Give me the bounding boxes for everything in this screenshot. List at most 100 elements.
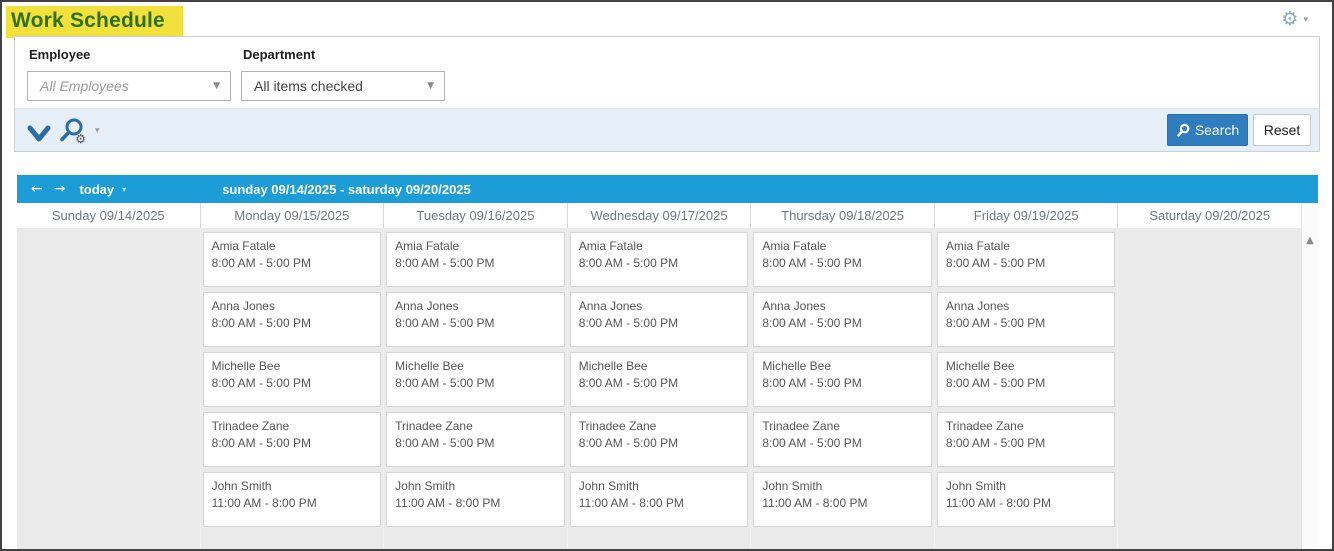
schedule-event[interactable]: Amia Fatale 8:00 AM - 5:00 PM xyxy=(753,232,932,287)
schedule-event[interactable]: John Smith 11:00 AM - 8:00 PM xyxy=(202,472,382,527)
schedule-event[interactable]: John Smith 11:00 AM - 8:00 PM xyxy=(386,472,565,527)
schedule-event[interactable]: Trinadee Zane 8:00 AM - 5:00 PM xyxy=(202,412,382,467)
scheduler-grid: Sunday 09/14/2025 Monday 09/15/2025 Tuesda… xyxy=(17,203,1301,549)
event-employee-name: Anna Jones xyxy=(578,299,643,313)
event-time-range: 8:00 AM - 5:00 PM xyxy=(762,256,862,270)
schedule-event[interactable]: Anna Jones 8:00 AM - 5:00 PM xyxy=(569,292,749,347)
schedule-event[interactable]: Anna Jones 8:00 AM - 5:00 PM xyxy=(753,292,932,347)
settings-caret-icon[interactable]: ▾ xyxy=(1303,14,1308,25)
schedule-event[interactable]: Trinadee Zane 8:00 AM - 5:00 PM xyxy=(386,412,565,467)
event-time-range: 11:00 AM - 8:00 PM xyxy=(578,496,684,510)
day-header: Wednesday 09/17/2025 xyxy=(568,203,752,228)
schedule-event[interactable]: Michelle Bee 8:00 AM - 5:00 PM xyxy=(569,352,749,407)
event-employee-name: Amia Fatale xyxy=(945,239,1010,253)
schedule-event[interactable]: John Smith 11:00 AM - 8:00 PM xyxy=(753,472,932,527)
today-caret-icon: ▾ xyxy=(122,184,127,194)
event-employee-name: Trinadee Zane xyxy=(945,419,1024,433)
event-time-range: 11:00 AM - 8:00 PM xyxy=(395,496,501,510)
title-highlight: Work Schedule xyxy=(6,6,183,38)
day-header: Friday 09/19/2025 xyxy=(935,203,1119,228)
day-headers: Sunday 09/14/2025 Monday 09/15/2025 Tuesda… xyxy=(17,203,1301,228)
event-time-range: 8:00 AM - 5:00 PM xyxy=(211,256,311,270)
schedule-event[interactable]: Michelle Bee 8:00 AM - 5:00 PM xyxy=(386,352,565,407)
filter-panel: Employee All Employees ▼ Department All … xyxy=(14,36,1320,152)
event-time-range: 8:00 AM - 5:00 PM xyxy=(945,316,1046,330)
schedule-event[interactable]: Michelle Bee 8:00 AM - 5:00 PM xyxy=(753,352,932,407)
next-week-button[interactable]: → xyxy=(53,181,66,197)
day-column xyxy=(17,228,201,549)
event-employee-name: Anna Jones xyxy=(762,299,826,313)
event-time-range: 8:00 AM - 5:00 PM xyxy=(578,376,679,390)
event-employee-name: Michelle Bee xyxy=(762,359,832,373)
gear-icon: ⚙ xyxy=(75,131,86,146)
event-employee-name: John Smith xyxy=(211,479,272,493)
toolbar-buttons: Search Reset xyxy=(1167,114,1311,146)
event-employee-name: Amia Fatale xyxy=(211,239,276,253)
search-options-caret-icon[interactable]: ▾ xyxy=(95,125,100,136)
schedule-event[interactable]: Anna Jones 8:00 AM - 5:00 PM xyxy=(386,292,565,347)
vertical-scrollbar[interactable]: ▲ xyxy=(1301,203,1318,549)
reset-button[interactable]: Reset xyxy=(1253,114,1311,146)
department-dropdown[interactable]: All items checked ▼ xyxy=(241,71,445,101)
scroll-up-icon[interactable]: ▲ xyxy=(1306,235,1314,246)
schedule-event[interactable]: Michelle Bee 8:00 AM - 5:00 PM xyxy=(936,352,1116,407)
event-time-range: 8:00 AM - 5:00 PM xyxy=(211,436,311,450)
schedule-event[interactable]: Anna Jones 8:00 AM - 5:00 PM xyxy=(202,292,382,347)
department-field: Department All items checked ▼ xyxy=(241,45,445,108)
toolbar-icons: ⚙ ▾ xyxy=(27,117,100,146)
settings-menu[interactable]: ⚙ ▾ xyxy=(1281,10,1308,29)
event-employee-name: Trinadee Zane xyxy=(395,419,473,433)
event-employee-name: Amia Fatale xyxy=(762,239,827,253)
collapse-panel-button[interactable] xyxy=(27,125,51,144)
day-column: Amia Fatale 8:00 AM - 5:00 PM Anna Jones 8:… xyxy=(751,228,935,549)
schedule-event[interactable]: John Smith 11:00 AM - 8:00 PM xyxy=(569,472,749,527)
day-header: Sunday 09/14/2025 xyxy=(17,203,201,228)
event-time-range: 8:00 AM - 5:00 PM xyxy=(578,256,679,270)
event-time-range: 8:00 AM - 5:00 PM xyxy=(211,316,311,330)
schedule-event[interactable]: Amia Fatale 8:00 AM - 5:00 PM xyxy=(936,232,1116,287)
schedule-event[interactable]: Trinadee Zane 8:00 AM - 5:00 PM xyxy=(936,412,1116,467)
schedule-event[interactable]: Amia Fatale 8:00 AM - 5:00 PM xyxy=(386,232,565,287)
department-dropdown-value: All items checked xyxy=(254,78,363,94)
day-header: Saturday 09/20/2025 xyxy=(1149,208,1271,223)
event-time-range: 8:00 AM - 5:00 PM xyxy=(578,316,679,330)
scheduler-nav-bar: ← → today ▾ sunday 09/14/2025 - saturday… xyxy=(17,175,1318,203)
event-time-range: 8:00 AM - 5:00 PM xyxy=(762,436,862,450)
search-button[interactable]: Search xyxy=(1167,114,1248,146)
chevron-down-icon[interactable]: ▼ xyxy=(427,81,434,91)
day-header: Thursday 09/18/2025 xyxy=(751,203,935,228)
employee-dropdown[interactable]: All Employees ▼ xyxy=(27,71,231,101)
chevron-down-icon xyxy=(27,125,51,141)
event-time-range: 11:00 AM - 8:00 PM xyxy=(945,496,1052,510)
day-column: Amia Fatale 8:00 AM - 5:00 PM Anna Jones 8:… xyxy=(568,228,752,549)
event-time-range: 8:00 AM - 5:00 PM xyxy=(945,376,1046,390)
previous-week-button[interactable]: ← xyxy=(31,181,43,197)
page-title: Work Schedule xyxy=(11,9,165,32)
event-employee-name: Michelle Bee xyxy=(578,359,648,373)
event-employee-name: Anna Jones xyxy=(395,299,459,313)
chevron-down-icon[interactable]: ▼ xyxy=(213,81,220,91)
employee-label: Employee xyxy=(29,47,91,62)
event-time-range: 8:00 AM - 5:00 PM xyxy=(395,376,495,390)
search-settings-button[interactable]: ⚙ xyxy=(58,117,88,146)
schedule-event[interactable]: Amia Fatale 8:00 AM - 5:00 PM xyxy=(569,232,749,287)
search-icon xyxy=(1177,123,1190,137)
event-time-range: 8:00 AM - 5:00 PM xyxy=(945,436,1046,450)
magnifier-icon xyxy=(60,118,83,141)
event-time-range: 8:00 AM - 5:00 PM xyxy=(578,436,679,450)
event-time-range: 8:00 AM - 5:00 PM xyxy=(395,436,495,450)
event-employee-name: John Smith xyxy=(395,479,456,493)
schedule-event[interactable]: Michelle Bee 8:00 AM - 5:00 PM xyxy=(202,352,382,407)
event-time-range: 11:00 AM - 8:00 PM xyxy=(211,496,317,510)
employee-field: Employee All Employees ▼ xyxy=(27,45,231,108)
event-time-range: 11:00 AM - 8:00 PM xyxy=(762,496,868,510)
schedule-event[interactable]: Trinadee Zane 8:00 AM - 5:00 PM xyxy=(569,412,749,467)
gear-icon[interactable]: ⚙ xyxy=(1281,8,1299,30)
schedule-event[interactable]: Anna Jones 8:00 AM - 5:00 PM xyxy=(936,292,1116,347)
today-button[interactable]: today ▾ xyxy=(79,182,126,197)
scheduler-main: Sunday 09/14/2025 Monday 09/15/2025 Tuesda… xyxy=(17,203,1318,549)
schedule-event[interactable]: Amia Fatale 8:00 AM - 5:00 PM xyxy=(202,232,382,287)
scheduler-body: Amia Fatale 8:00 AM - 5:00 PM Anna Jones 8:… xyxy=(17,228,1301,549)
schedule-event[interactable]: John Smith 11:00 AM - 8:00 PM xyxy=(936,472,1116,527)
schedule-event[interactable]: Trinadee Zane 8:00 AM - 5:00 PM xyxy=(753,412,932,467)
